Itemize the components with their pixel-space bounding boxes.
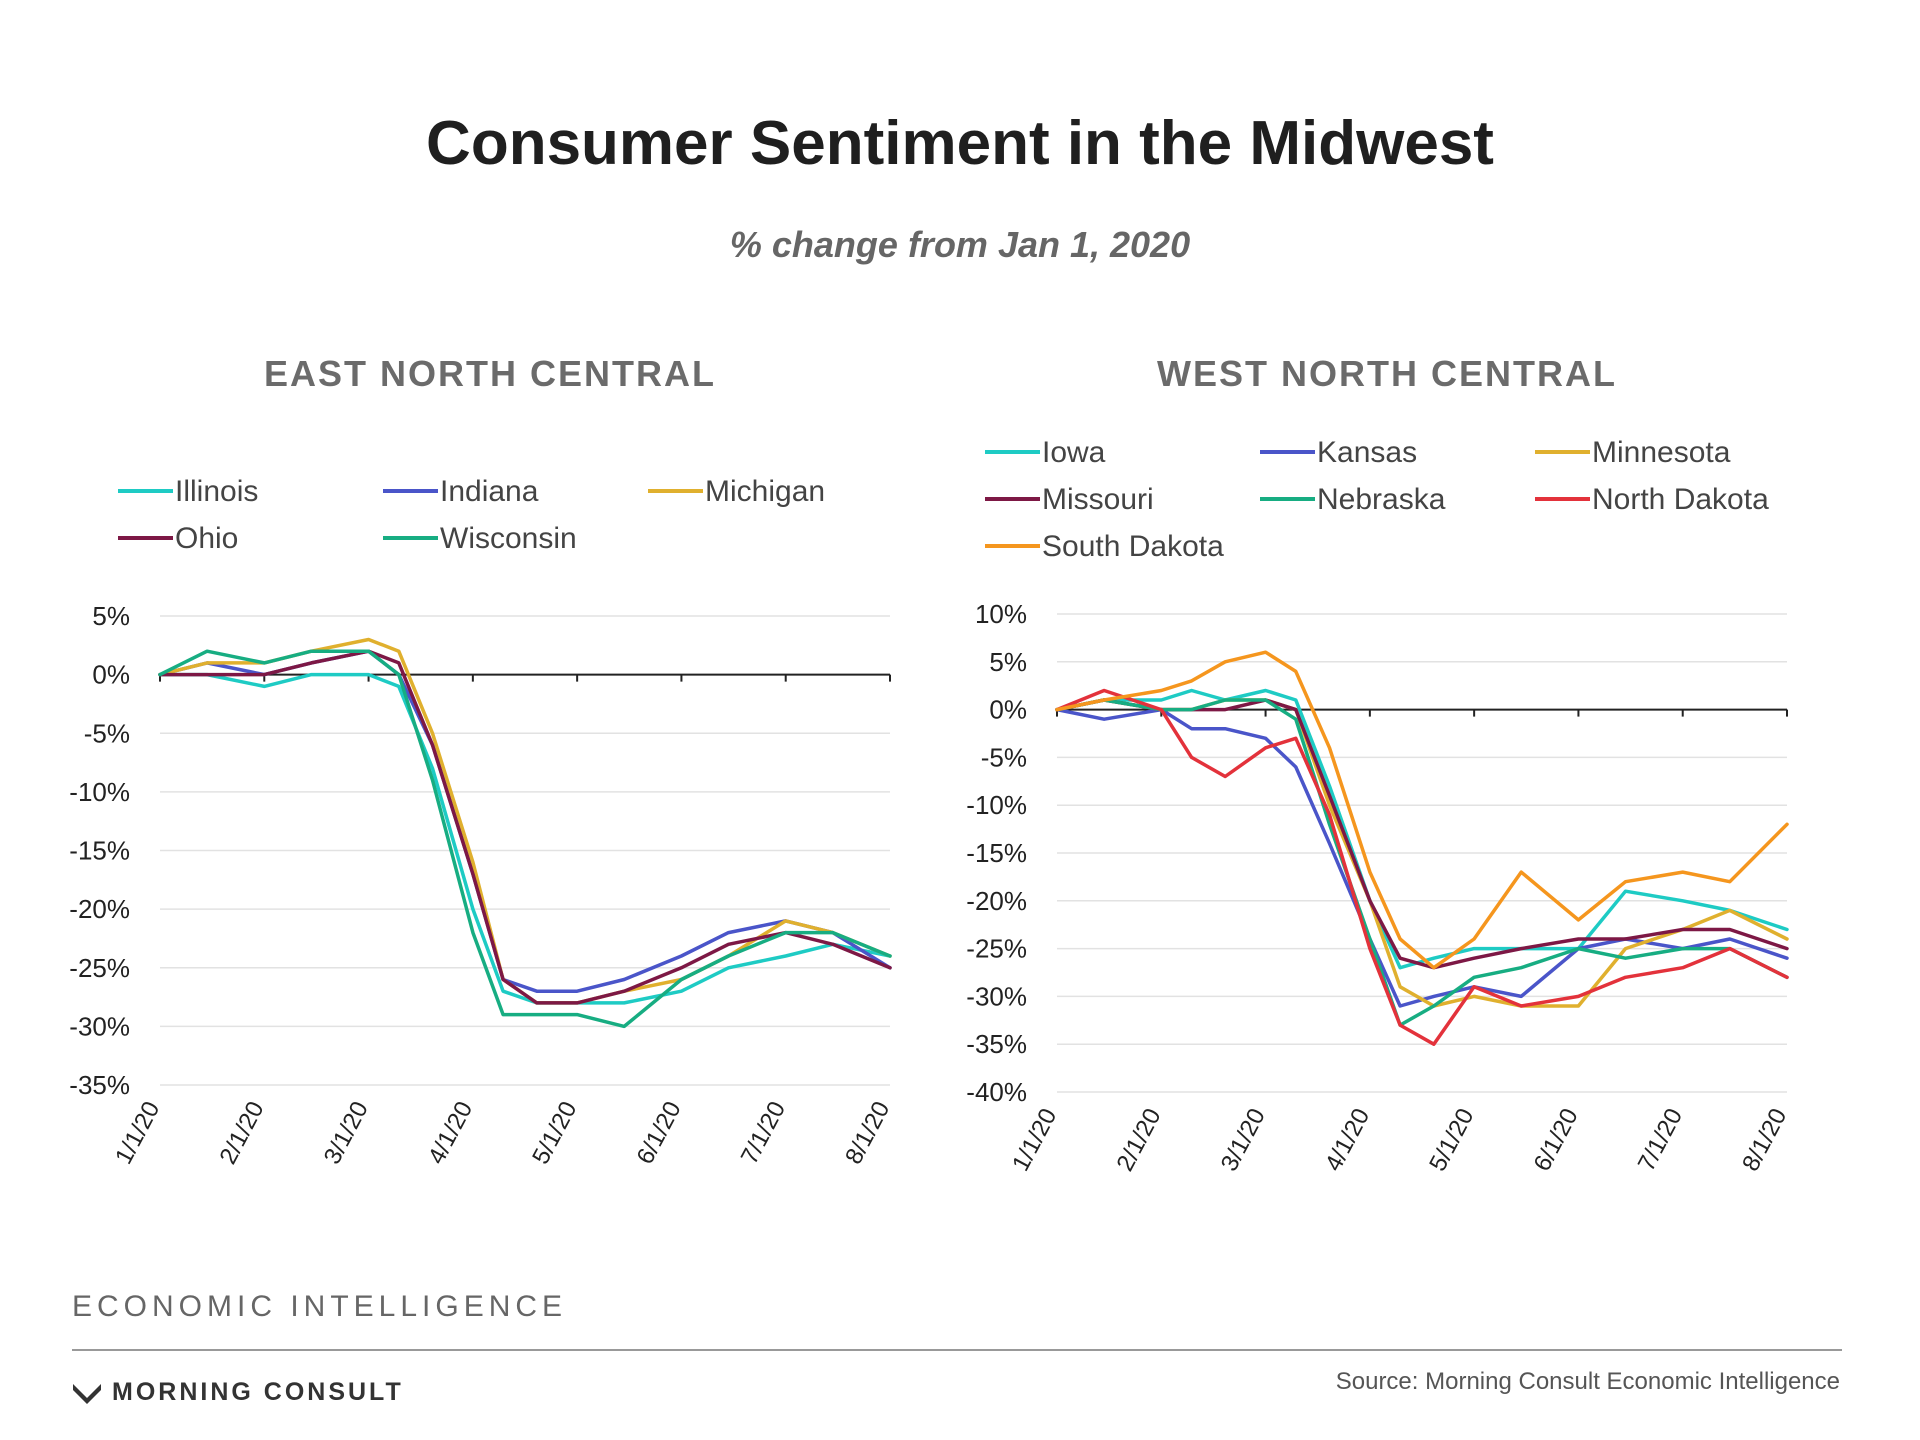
legend-label-illinois: Illinois: [175, 475, 258, 508]
y-tick-label: -20%: [966, 886, 1027, 916]
x-tick-label: 1/1/20: [1007, 1104, 1062, 1176]
x-tick-label: 1/1/20: [110, 1097, 165, 1169]
legend-label-michigan: Michigan: [705, 475, 825, 508]
series-line-iowa: [1055, 688, 1789, 970]
y-tick-label: -25%: [966, 934, 1027, 964]
y-tick-label: -15%: [966, 838, 1027, 868]
y-tick-label: -10%: [69, 777, 130, 807]
x-tick-label: 4/1/20: [423, 1097, 478, 1169]
x-tick-label: 7/1/20: [1633, 1104, 1688, 1176]
series-line-wisconsin: [158, 649, 892, 1029]
chart-title: WEST NORTH CENTRAL: [1157, 353, 1617, 394]
legend-label-minnesota: Minnesota: [1592, 436, 1731, 469]
y-tick-label: -20%: [69, 894, 130, 924]
x-tick-label: 2/1/20: [1111, 1104, 1166, 1176]
chart-east-north-central: EAST NORTH CENTRAL 5% 0% -5% -10% -15% -20% -25…: [69, 353, 895, 1169]
chart-west-north-central: WEST NORTH CENTRAL 10% 5% 0% -5% -10% -15% -20%…: [966, 353, 1792, 1176]
legend-label-kansas: Kansas: [1317, 436, 1417, 469]
y-tick-label: 0%: [92, 660, 130, 690]
source-note: Source: Morning Consult Economic Intelli…: [1335, 1368, 1840, 1395]
x-tick-label: 5/1/20: [527, 1097, 582, 1169]
x-tick-label: 3/1/20: [319, 1097, 374, 1169]
x-tick-label: 7/1/20: [736, 1097, 791, 1169]
x-tick-label: 8/1/20: [840, 1097, 895, 1169]
brand-name: MORNING CONSULT: [112, 1378, 404, 1406]
series-line-north-dakota: [1055, 688, 1789, 1046]
y-tick-label: -10%: [966, 790, 1027, 820]
y-tick-label: -5%: [84, 718, 130, 748]
legend-label-south-dakota: South Dakota: [1042, 530, 1224, 563]
series-line-south-dakota: [1055, 650, 1789, 970]
legend-label-iowa: Iowa: [1042, 436, 1106, 469]
series-line-kansas: [1055, 707, 1789, 1008]
morning-consult-logo-icon: [73, 1383, 101, 1404]
x-tick-label: 3/1/20: [1216, 1104, 1271, 1176]
legend-label-wisconsin: Wisconsin: [440, 522, 577, 555]
y-tick-label: -40%: [966, 1077, 1027, 1107]
y-tick-label: 5%: [989, 647, 1027, 677]
legend-label-indiana: Indiana: [440, 475, 539, 508]
legend-label-north-dakota: North Dakota: [1592, 483, 1769, 516]
series-line-ohio: [158, 649, 892, 1005]
x-tick-label: 8/1/20: [1737, 1104, 1792, 1176]
x-tick-label: 5/1/20: [1424, 1104, 1479, 1176]
x-tick-label: 2/1/20: [214, 1097, 269, 1169]
legend-label-nebraska: Nebraska: [1317, 483, 1446, 516]
series-line-indiana: [158, 649, 892, 993]
legend-label-missouri: Missouri: [1042, 483, 1154, 516]
series-line-michigan: [158, 637, 892, 1005]
chart-title: EAST NORTH CENTRAL: [264, 353, 716, 394]
x-tick-label: 6/1/20: [632, 1097, 687, 1169]
y-tick-label: 0%: [989, 695, 1027, 725]
y-tick-label: -15%: [69, 836, 130, 866]
series-line-illinois: [158, 672, 892, 1005]
y-tick-label: -5%: [981, 742, 1027, 772]
footer-label: ECONOMIC INTELLIGENCE: [72, 1290, 568, 1323]
page-subtitle: % change from Jan 1, 2020: [729, 224, 1191, 265]
brand: MORNING CONSULT: [72, 1378, 404, 1407]
series-line-missouri: [1055, 698, 1789, 970]
y-tick-label: -30%: [69, 1011, 130, 1041]
footer-divider: [72, 1349, 1842, 1351]
y-tick-label: -30%: [966, 981, 1027, 1011]
y-tick-label: -35%: [966, 1029, 1027, 1059]
y-tick-label: -35%: [69, 1070, 130, 1100]
x-tick-label: 6/1/20: [1529, 1104, 1584, 1176]
legend-label-ohio: Ohio: [175, 522, 238, 555]
y-tick-label: 5%: [92, 601, 130, 631]
y-tick-label: 10%: [975, 599, 1027, 629]
page-title: Consumer Sentiment in the Midwest: [426, 109, 1494, 178]
y-tick-label: -25%: [69, 953, 130, 983]
series-line-nebraska: [1055, 698, 1789, 1027]
x-tick-label: 4/1/20: [1320, 1104, 1375, 1176]
